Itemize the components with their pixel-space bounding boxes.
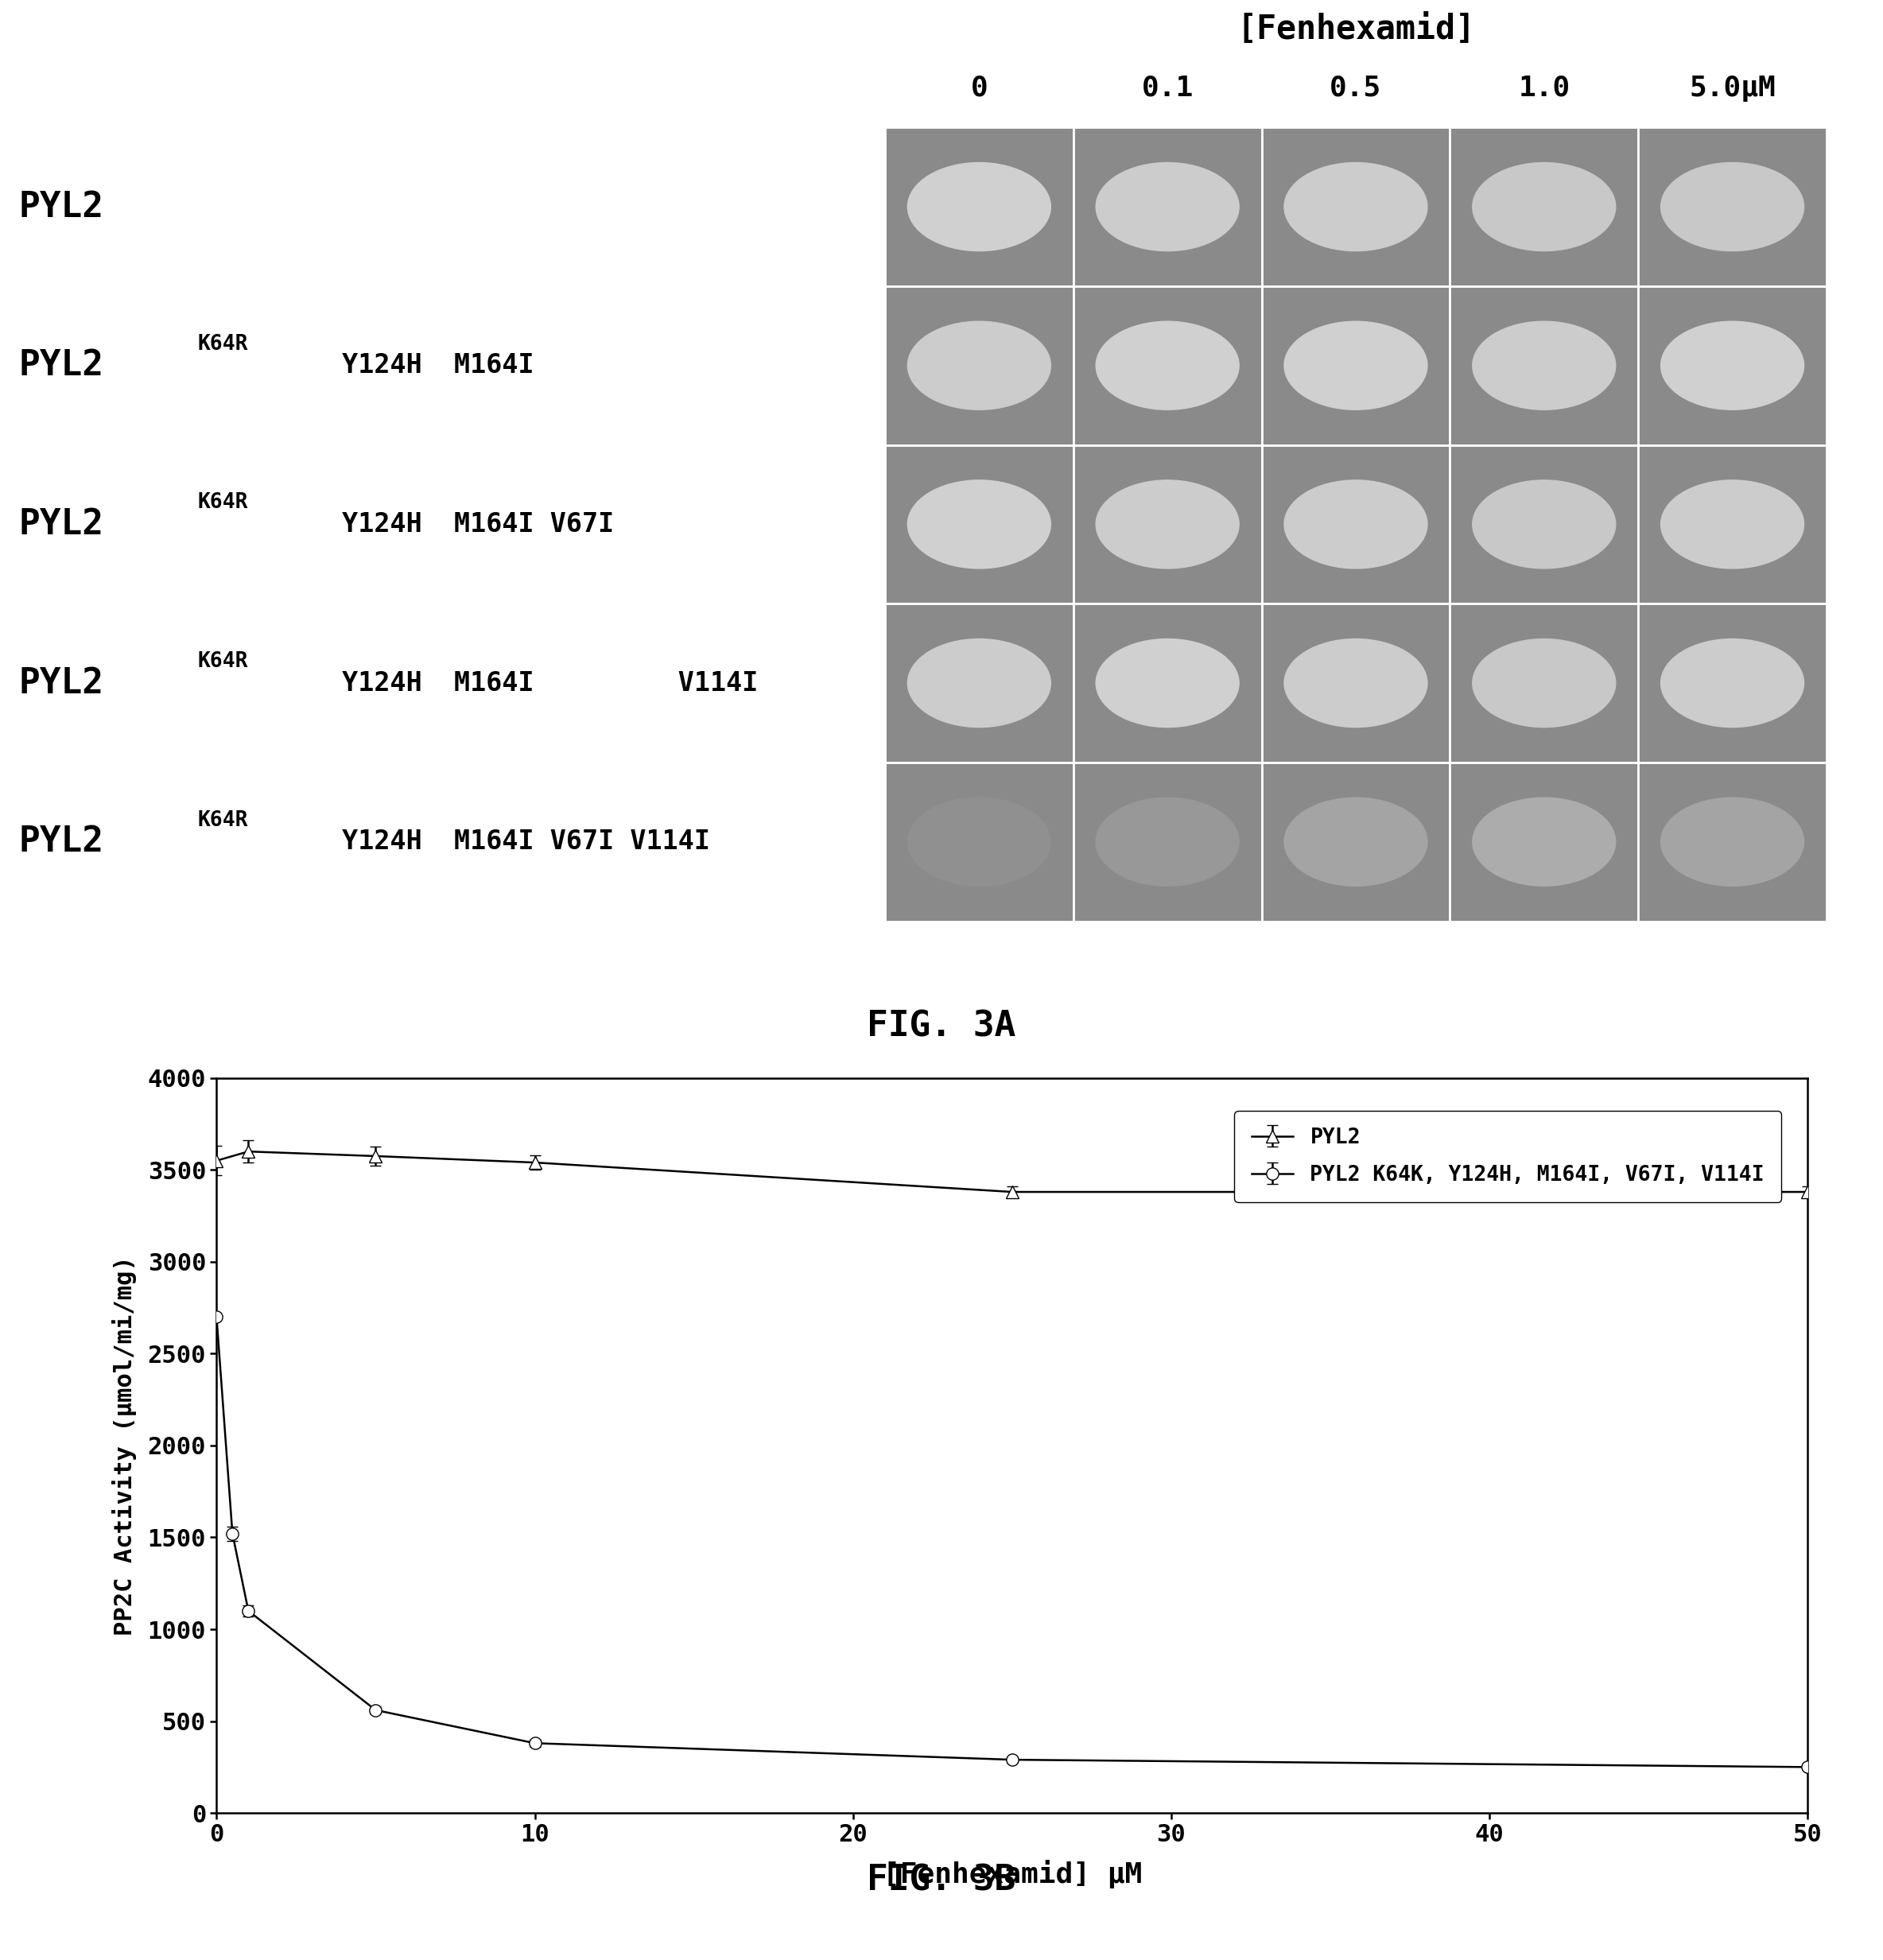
Text: Y124H  M164I V67I V114I: Y124H M164I V67I V114I: [326, 829, 710, 855]
Text: 5.0μM: 5.0μM: [1689, 74, 1776, 102]
Bar: [1262, 762, 1450, 921]
Text: [Fenhexamid]: [Fenhexamid]: [1237, 12, 1474, 47]
Text: PYL2: PYL2: [19, 825, 104, 858]
Bar: [1450, 286, 1638, 445]
Text: PYL2: PYL2: [19, 666, 104, 700]
Bar: [1450, 127, 1638, 286]
Bar: [1073, 445, 1262, 604]
Ellipse shape: [908, 480, 1051, 568]
Bar: [1638, 604, 1827, 762]
Bar: [1073, 604, 1262, 762]
Ellipse shape: [1284, 798, 1427, 886]
Ellipse shape: [1096, 798, 1239, 886]
Bar: [1262, 286, 1450, 445]
Bar: [885, 762, 1073, 921]
Ellipse shape: [1284, 321, 1427, 410]
Text: PYL2: PYL2: [19, 190, 104, 223]
Text: 1.0: 1.0: [1518, 74, 1570, 102]
Text: FIG. 3A: FIG. 3A: [866, 1009, 1017, 1043]
Legend: PYL2, PYL2 K64K, Y124H, M164I, V67I, V114I: PYL2, PYL2 K64K, Y124H, M164I, V67I, V11…: [1235, 1111, 1781, 1201]
Ellipse shape: [1096, 480, 1239, 568]
Bar: [1073, 127, 1262, 286]
Text: Y124H  M164I V67I: Y124H M164I V67I: [326, 512, 614, 537]
Ellipse shape: [1661, 480, 1804, 568]
Ellipse shape: [1284, 163, 1427, 251]
Text: PYL2: PYL2: [19, 508, 104, 541]
Text: 0.1: 0.1: [1141, 74, 1194, 102]
Text: K64R: K64R: [198, 333, 249, 355]
Text: 0.5: 0.5: [1329, 74, 1382, 102]
Ellipse shape: [1473, 163, 1616, 251]
Bar: [1638, 445, 1827, 604]
Bar: [1450, 762, 1638, 921]
Ellipse shape: [1661, 798, 1804, 886]
Bar: [1073, 286, 1262, 445]
Bar: [885, 127, 1073, 286]
Ellipse shape: [1473, 639, 1616, 727]
Ellipse shape: [908, 798, 1051, 886]
Bar: [885, 286, 1073, 445]
Text: FIG. 3B: FIG. 3B: [866, 1864, 1017, 1897]
Text: K64R: K64R: [198, 651, 249, 672]
Ellipse shape: [1096, 639, 1239, 727]
Text: K64R: K64R: [198, 492, 249, 514]
Ellipse shape: [1284, 639, 1427, 727]
Y-axis label: PP2C Activity (μmol/mi/mg): PP2C Activity (μmol/mi/mg): [111, 1256, 137, 1635]
Bar: [1638, 762, 1827, 921]
Ellipse shape: [1661, 321, 1804, 410]
Text: Y124H  M164I         V114I: Y124H M164I V114I: [326, 670, 757, 696]
Bar: [1450, 445, 1638, 604]
Ellipse shape: [908, 321, 1051, 410]
Ellipse shape: [1284, 480, 1427, 568]
Bar: [1073, 762, 1262, 921]
Bar: [885, 445, 1073, 604]
Text: 0: 0: [970, 74, 989, 102]
Ellipse shape: [1473, 321, 1616, 410]
Bar: [1262, 604, 1450, 762]
Ellipse shape: [908, 639, 1051, 727]
Text: PYL2: PYL2: [19, 349, 104, 382]
Text: K64R: K64R: [198, 809, 249, 831]
Bar: [1638, 286, 1827, 445]
Ellipse shape: [908, 163, 1051, 251]
Ellipse shape: [1473, 480, 1616, 568]
Bar: [1262, 445, 1450, 604]
Ellipse shape: [1661, 639, 1804, 727]
Bar: [1262, 127, 1450, 286]
Bar: [1638, 127, 1827, 286]
Bar: [885, 604, 1073, 762]
Bar: [1450, 604, 1638, 762]
Ellipse shape: [1096, 321, 1239, 410]
Ellipse shape: [1473, 798, 1616, 886]
X-axis label: [Fenhexamid] μM: [Fenhexamid] μM: [883, 1860, 1141, 1887]
Ellipse shape: [1096, 163, 1239, 251]
Ellipse shape: [1661, 163, 1804, 251]
Text: Y124H  M164I: Y124H M164I: [326, 353, 533, 378]
